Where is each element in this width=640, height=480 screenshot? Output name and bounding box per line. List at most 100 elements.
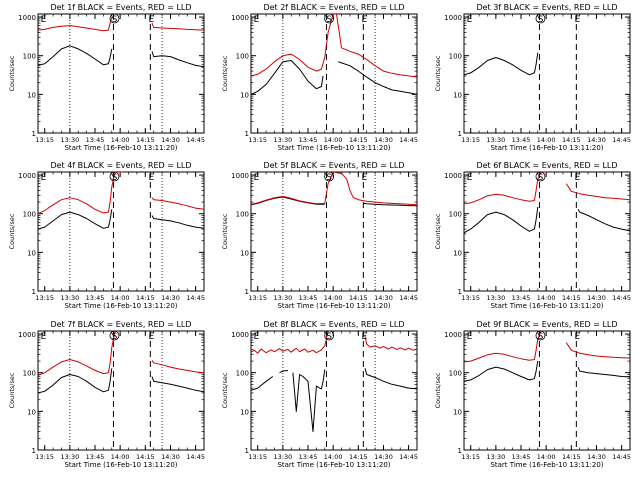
plot-frame (37, 330, 205, 451)
plot-frame (463, 171, 631, 292)
event-marker-label: S (538, 332, 544, 342)
x-tick-label: 13:15 (461, 294, 480, 302)
y-tick-label: 1000 (444, 331, 462, 339)
x-tick-label: 14:30 (587, 294, 606, 302)
x-tick-label: 14:30 (587, 136, 606, 144)
plot-area (251, 14, 417, 133)
event-marker-label: E (41, 15, 47, 25)
detector-panel: Det 1f BLACK = Events, RED = LLD 1 10 100 10… (8, 3, 205, 152)
plot-frame (250, 330, 418, 451)
event-marker-label: E (148, 15, 154, 25)
y-tick-label: 1000 (231, 331, 249, 339)
detector-panel: Det 9f BLACK = Events, RED = LLD 1 10 100 10… (434, 320, 631, 469)
detector-panel: Det 3f BLACK = Events, RED = LLD 1 10 100 10… (434, 3, 631, 152)
x-tick-label: 14:15 (562, 453, 581, 461)
start-marker-circle (324, 171, 335, 182)
y-tick-label: 1 (245, 288, 249, 296)
plot-area (38, 14, 204, 133)
panel-title: Det 6f BLACK = Events, RED = LLD (476, 161, 617, 170)
y-axis-label: Counts/sec (221, 213, 229, 249)
panel-title: Det 7f BLACK = Events, RED = LLD (50, 320, 191, 329)
x-tick-label: 13:30 (486, 453, 505, 461)
lld-series-line (151, 197, 204, 210)
y-axis-label: Counts/sec (8, 55, 16, 91)
y-tick-label: 100 (449, 53, 462, 61)
lld-series-line (38, 172, 124, 215)
plot-area (464, 14, 577, 133)
y-tick-label: 1 (32, 447, 36, 455)
y-tick-label: 10 (453, 249, 462, 257)
x-tick-label: 13:45 (512, 294, 531, 302)
start-marker-circle (109, 330, 120, 341)
x-tick-label: 13:15 (35, 453, 54, 461)
x-tick-label: 13:30 (486, 136, 505, 144)
detector-panel: Det 5f BLACK = Events, RED = LLD 1 10 100 10… (221, 161, 418, 310)
x-tick-label: 14:30 (161, 136, 180, 144)
events-series-line (464, 52, 539, 76)
y-tick-label: 100 (236, 211, 249, 219)
plot-area (464, 172, 630, 291)
y-tick-label: 10 (27, 91, 36, 99)
events-series-line (363, 202, 417, 207)
x-tick-label: 13:30 (486, 294, 505, 302)
y-tick-label: 100 (23, 370, 36, 378)
y-tick-label: 1 (458, 447, 462, 455)
x-tick-label: 14:30 (374, 453, 393, 461)
events-series-line (38, 368, 113, 394)
x-tick-label: 14:00 (324, 136, 343, 144)
panel-title: Det 4f BLACK = Events, RED = LLD (50, 161, 191, 170)
event-marker-label: S (326, 15, 332, 25)
x-tick-label: 14:45 (612, 294, 631, 302)
x-tick-label: 14:15 (562, 294, 581, 302)
events-series-line (292, 369, 326, 433)
y-tick-label: 10 (27, 249, 36, 257)
y-axis-label: Counts/sec (434, 372, 442, 408)
lld-series-line (464, 331, 547, 363)
y-axis-label: Counts/sec (221, 55, 229, 91)
detector-panel: Det 8f BLACK = Events, RED = LLD 1 10 100 10… (221, 320, 418, 469)
y-axis-label: Counts/sec (434, 55, 442, 91)
x-tick-label: 13:15 (35, 294, 54, 302)
events-series-line (364, 368, 417, 390)
x-tick-label: 14:00 (111, 453, 130, 461)
y-tick-label: 1000 (18, 331, 36, 339)
event-marker-label: E (254, 332, 260, 342)
x-tick-label: 14:30 (374, 136, 393, 144)
events-series-line (151, 376, 204, 393)
y-tick-label: 10 (27, 408, 36, 416)
plot-area (251, 331, 417, 450)
y-tick-label: 100 (236, 370, 249, 378)
lld-series-line (151, 360, 204, 374)
y-tick-label: 1000 (18, 172, 36, 180)
lld-series-line (364, 335, 417, 351)
x-tick-label: 14:00 (324, 294, 343, 302)
y-axis-label: Counts/sec (434, 213, 442, 249)
x-tick-label: 13:45 (299, 136, 318, 144)
x-tick-label: 13:15 (248, 294, 267, 302)
lld-series-line (251, 172, 417, 206)
plot-area (38, 331, 204, 450)
y-tick-label: 1 (458, 130, 462, 138)
events-series-line (464, 206, 539, 234)
events-series-line (577, 209, 630, 232)
start-marker-circle (535, 330, 546, 341)
panel-title: Det 3f BLACK = Events, RED = LLD (476, 3, 617, 12)
x-tick-label: 14:00 (111, 136, 130, 144)
events-series-line (151, 215, 204, 229)
event-marker-label: S (326, 332, 332, 342)
x-tick-label: 13:15 (461, 453, 480, 461)
x-axis-label: Start Time (16-Feb-10 13:11:20) (64, 302, 177, 310)
y-tick-label: 1 (32, 288, 36, 296)
x-tick-label: 14:30 (374, 294, 393, 302)
plot-area (251, 172, 417, 291)
panel-title: Det 8f BLACK = Events, RED = LLD (263, 320, 404, 329)
x-tick-label: 13:45 (86, 453, 105, 461)
event-marker-label: E (574, 173, 580, 183)
events-series-line (38, 209, 113, 230)
x-tick-label: 14:30 (161, 294, 180, 302)
plot-area (38, 172, 204, 291)
y-tick-label: 10 (453, 91, 462, 99)
x-tick-label: 14:00 (537, 294, 556, 302)
event-marker-label: E (467, 173, 473, 183)
detector-panel: Det 4f BLACK = Events, RED = LLD 1 10 100 10… (8, 161, 205, 310)
